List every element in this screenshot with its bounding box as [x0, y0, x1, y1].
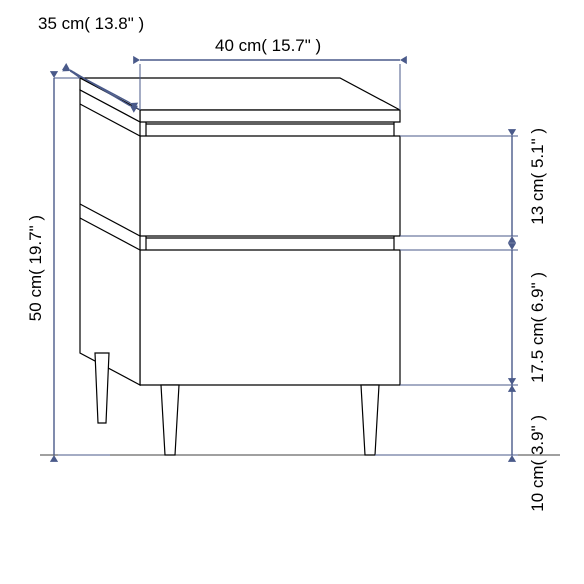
leg-label: 10 cm( 3.9" ) — [528, 415, 548, 512]
height-label: 50 cm( 19.7" ) — [26, 215, 46, 321]
drawer-top-label: 13 cm( 5.1" ) — [528, 128, 548, 225]
depth-label: 35 cm( 13.8" ) — [38, 14, 144, 34]
drawer-bottom-label: 17.5 cm( 6.9" ) — [528, 272, 548, 383]
width-label: 40 cm( 15.7" ) — [215, 36, 321, 56]
